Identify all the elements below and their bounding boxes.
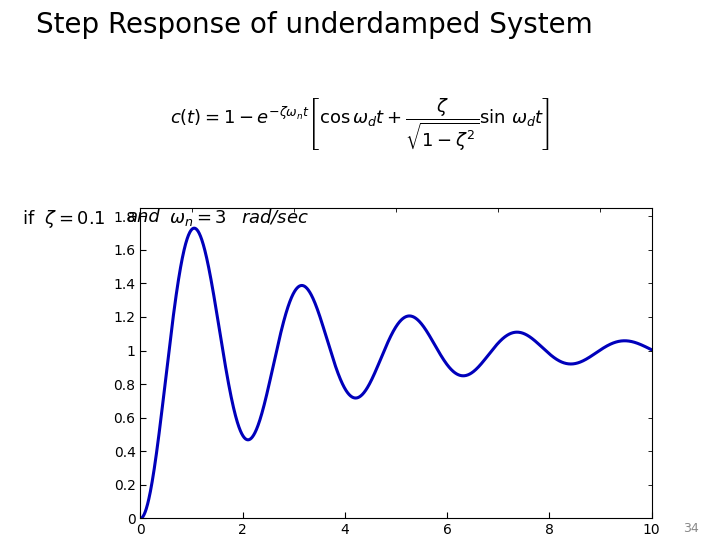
Text: $rad$/sec: $rad$/sec [241,208,309,227]
Text: $c(t) = 1 - e^{-\zeta\omega_n t}\left[\cos\omega_d t + \dfrac{\zeta}{\sqrt{1-\ze: $c(t) = 1 - e^{-\zeta\omega_n t}\left[\c… [170,97,550,153]
Text: 34: 34 [683,522,698,535]
Text: and: and [126,208,160,226]
Text: Step Response of underdamped System: Step Response of underdamped System [36,11,593,39]
Text: if  $\zeta = 0.1$: if $\zeta = 0.1$ [22,208,105,230]
Text: $\omega_n = 3$: $\omega_n = 3$ [169,208,227,228]
